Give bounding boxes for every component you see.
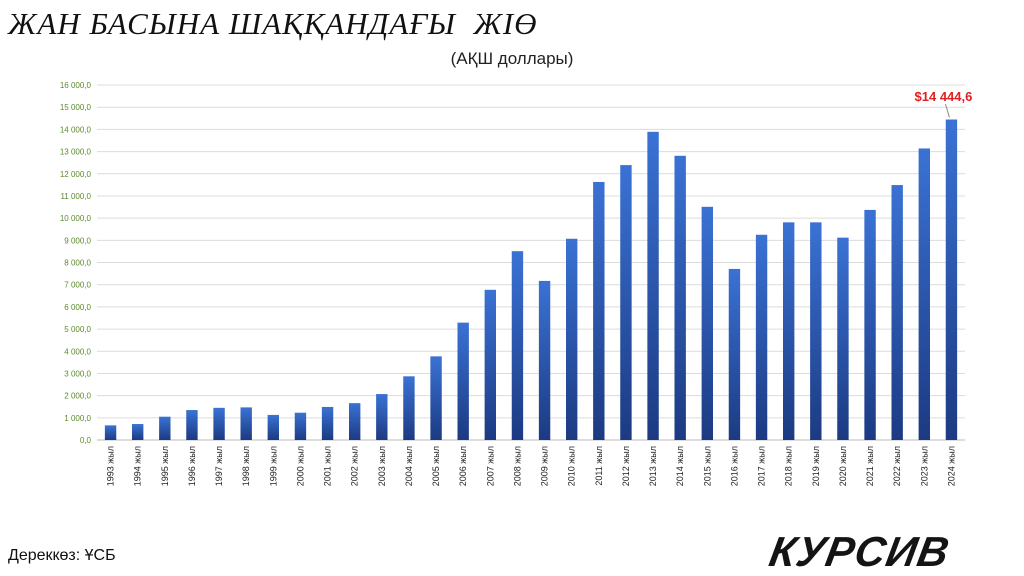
x-tick-label: 2019 жыл [811, 446, 821, 486]
x-tick-label: 2021 жыл [865, 446, 875, 486]
bar [511, 251, 524, 440]
y-tick-label: 2 000,0 [64, 392, 91, 401]
y-tick-label: 8 000,0 [64, 259, 91, 268]
y-tick-label: 6 000,0 [64, 303, 91, 312]
x-tick-label: 2009 жыл [540, 446, 550, 486]
x-tick-label: 2001 жыл [323, 446, 333, 486]
x-tick-label: 1995 жыл [160, 446, 170, 486]
x-tick-label: 2017 жыл [757, 446, 767, 486]
x-tick-label: 2015 жыл [702, 446, 712, 486]
bar [674, 155, 686, 440]
bar [403, 376, 415, 440]
bar [131, 424, 144, 440]
bar [891, 185, 903, 440]
bar [647, 131, 659, 441]
y-tick-label: 11 000,0 [60, 192, 91, 201]
x-tick-label: 2008 жыл [512, 446, 522, 486]
bar [294, 412, 307, 440]
bar [430, 356, 442, 440]
bar [186, 410, 198, 440]
x-tick-label: 2003 жыл [377, 446, 387, 486]
bar [267, 414, 280, 440]
bar [837, 237, 849, 440]
brand-logo: КУРСИВ [765, 528, 954, 575]
y-tick-label: 15 000,0 [60, 103, 92, 112]
bar [538, 280, 551, 440]
x-tick-label: 2013 жыл [648, 446, 658, 486]
bar [213, 407, 225, 440]
y-axis-ticks: 0,0 1 000,0 2 000,0 3 000,0 4 000,0 5 000,0 6 … [60, 81, 92, 445]
bar [484, 289, 497, 440]
bar [620, 165, 632, 441]
y-tick-label: 12 000,0 [60, 170, 92, 179]
bar-chart: 0,0 1 000,0 2 000,0 3 000,0 4 000,0 5 000,0 6 … [60, 81, 973, 486]
x-tick-label: 2002 жыл [350, 446, 360, 486]
y-tick-label: 3 000,0 [64, 369, 91, 378]
bars [104, 119, 958, 441]
x-axis-ticks: 1993 жыл 1994 жыл 1995 жыл 1996 жыл 1997 жыл… [106, 446, 957, 486]
bar [565, 238, 578, 440]
bar [159, 416, 171, 440]
bar [104, 425, 117, 440]
y-tick-label: 5 000,0 [64, 325, 91, 334]
x-tick-label: 2012 жыл [621, 446, 631, 486]
x-tick-label: 1998 жыл [241, 446, 251, 486]
grid-lines [97, 84, 965, 441]
x-tick-label: 1999 жыл [268, 446, 278, 486]
bar [240, 407, 252, 440]
y-tick-label: 0,0 [80, 436, 92, 445]
x-tick-label: 2016 жыл [729, 446, 739, 486]
x-tick-label: 2014 жыл [675, 446, 685, 486]
x-tick-label: 2022 жыл [892, 446, 902, 486]
annotation-group: $14 444,6 [915, 89, 973, 118]
annotation-label: $14 444,6 [915, 89, 973, 104]
bar [755, 234, 768, 440]
x-tick-label: 2018 жыл [784, 446, 794, 486]
y-tick-label: 10 000,0 [60, 214, 92, 223]
bar [457, 322, 469, 440]
bar [348, 403, 361, 440]
x-tick-label: 1996 жыл [187, 446, 197, 486]
x-tick-label: 2007 жыл [485, 446, 495, 486]
x-tick-label: 2024 жыл [946, 446, 956, 486]
x-tick-label: 2006 жыл [458, 446, 468, 486]
bar [864, 209, 876, 440]
chart-title: ЖАН БАСЫНА ШАҚҚАНДАҒЫ ЖІӨ [8, 6, 538, 41]
x-tick-label: 2011 жыл [594, 446, 604, 486]
y-tick-label: 9 000,0 [64, 236, 91, 245]
bar [321, 406, 334, 440]
bar [701, 206, 714, 440]
y-tick-label: 1 000,0 [64, 414, 91, 423]
bar [782, 222, 795, 440]
bar [918, 148, 931, 441]
bar [376, 394, 388, 440]
bar [728, 268, 741, 440]
x-tick-label: 2004 жыл [404, 446, 414, 486]
x-tick-label: 2023 жыл [919, 446, 929, 486]
y-tick-label: 7 000,0 [64, 281, 91, 290]
x-tick-label: 1997 жыл [214, 446, 224, 486]
y-tick-label: 13 000,0 [60, 148, 92, 157]
bar [593, 181, 605, 440]
x-tick-label: 1993 жыл [106, 446, 116, 486]
x-tick-label: 1994 жыл [133, 446, 143, 486]
chart-subtitle: (АҚШ доллары) [450, 49, 574, 68]
x-tick-label: 2005 жыл [431, 446, 441, 486]
bar [945, 119, 958, 440]
x-tick-label: 2020 жыл [838, 446, 848, 486]
x-tick-label: 2000 жыл [295, 446, 305, 486]
y-tick-label: 16 000,0 [60, 81, 92, 90]
bar [810, 222, 822, 440]
x-tick-label: 2010 жыл [567, 446, 577, 486]
source-note: Дереккөз: ҰСБ [8, 547, 116, 564]
y-tick-label: 4 000,0 [64, 347, 91, 356]
y-tick-label: 14 000,0 [60, 125, 92, 134]
annotation-leader [944, 103, 950, 118]
